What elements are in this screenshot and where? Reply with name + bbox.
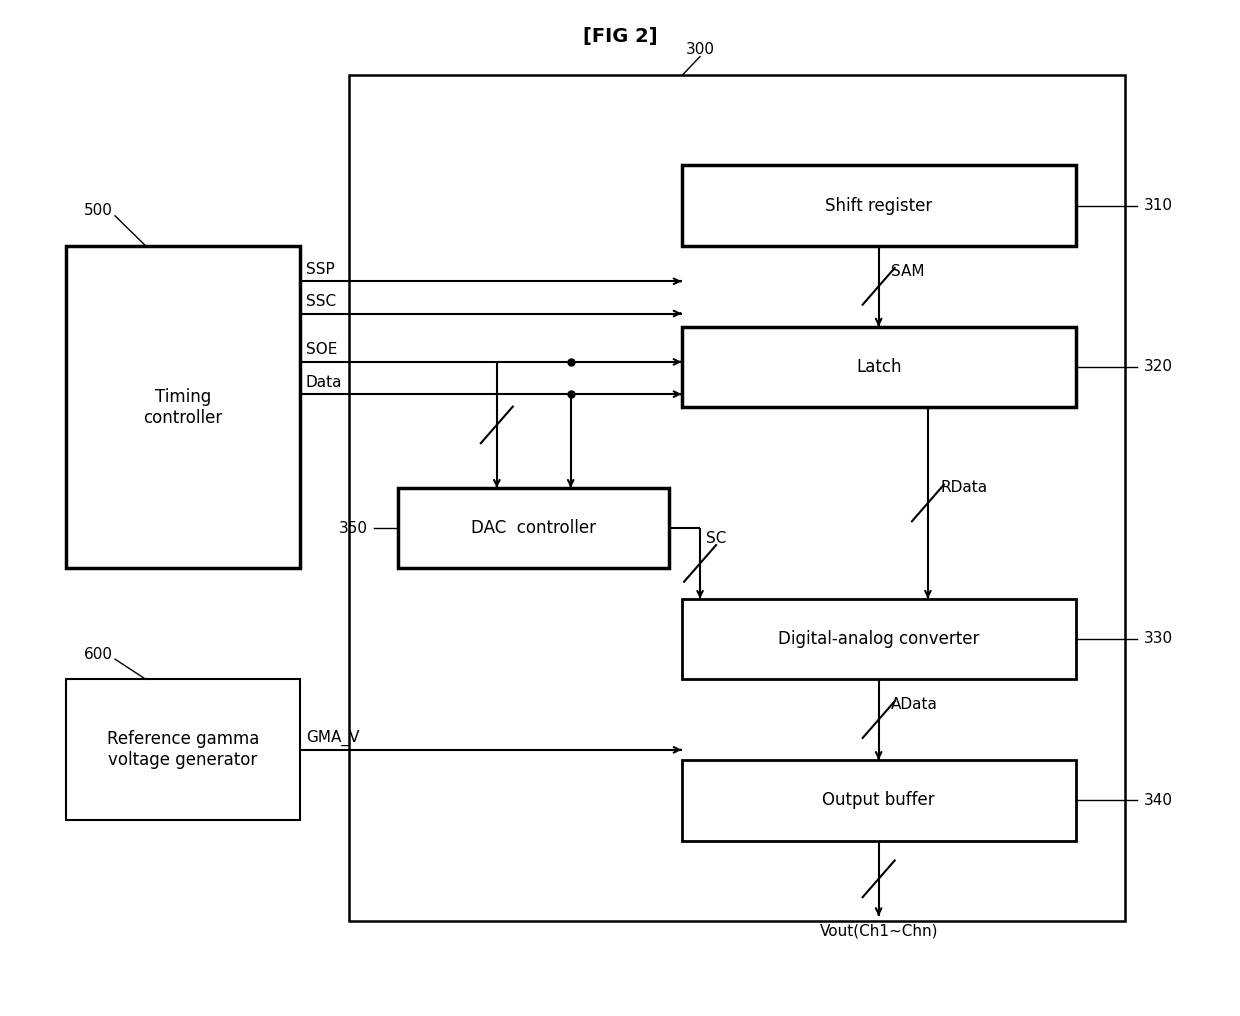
Bar: [682, 166, 1076, 246]
Text: RData: RData: [940, 481, 987, 496]
Bar: [66, 246, 300, 569]
Bar: [398, 488, 670, 569]
Text: Reference gamma
voltage generator: Reference gamma voltage generator: [107, 731, 259, 769]
Text: DAC  controller: DAC controller: [471, 519, 596, 537]
Text: GMA_V: GMA_V: [306, 729, 360, 746]
Text: Shift register: Shift register: [825, 197, 932, 214]
Text: Timing
controller: Timing controller: [143, 388, 222, 427]
Text: [FIG 2]: [FIG 2]: [583, 26, 657, 46]
Text: SC: SC: [707, 530, 727, 546]
Text: 600: 600: [84, 646, 113, 661]
Bar: [66, 680, 300, 820]
Text: 500: 500: [84, 203, 113, 218]
Bar: [348, 75, 1125, 922]
Text: 340: 340: [1143, 792, 1173, 808]
Bar: [682, 598, 1076, 680]
Text: SSC: SSC: [306, 294, 336, 309]
Text: 330: 330: [1143, 632, 1173, 646]
Text: SSP: SSP: [306, 262, 335, 276]
Text: 320: 320: [1143, 360, 1173, 375]
Bar: [682, 326, 1076, 407]
Text: SOE: SOE: [306, 342, 337, 358]
Text: 300: 300: [686, 42, 714, 57]
Bar: [682, 760, 1076, 840]
Text: Output buffer: Output buffer: [822, 791, 935, 809]
Text: Vout(Ch1~Chn): Vout(Ch1~Chn): [820, 924, 937, 939]
Text: Digital-analog converter: Digital-analog converter: [777, 630, 980, 648]
Text: 310: 310: [1143, 198, 1173, 213]
Text: AData: AData: [892, 697, 937, 712]
Text: 350: 350: [339, 520, 367, 535]
Text: Latch: Latch: [856, 358, 901, 376]
Text: SAM: SAM: [892, 264, 925, 278]
Text: Data: Data: [306, 375, 342, 389]
